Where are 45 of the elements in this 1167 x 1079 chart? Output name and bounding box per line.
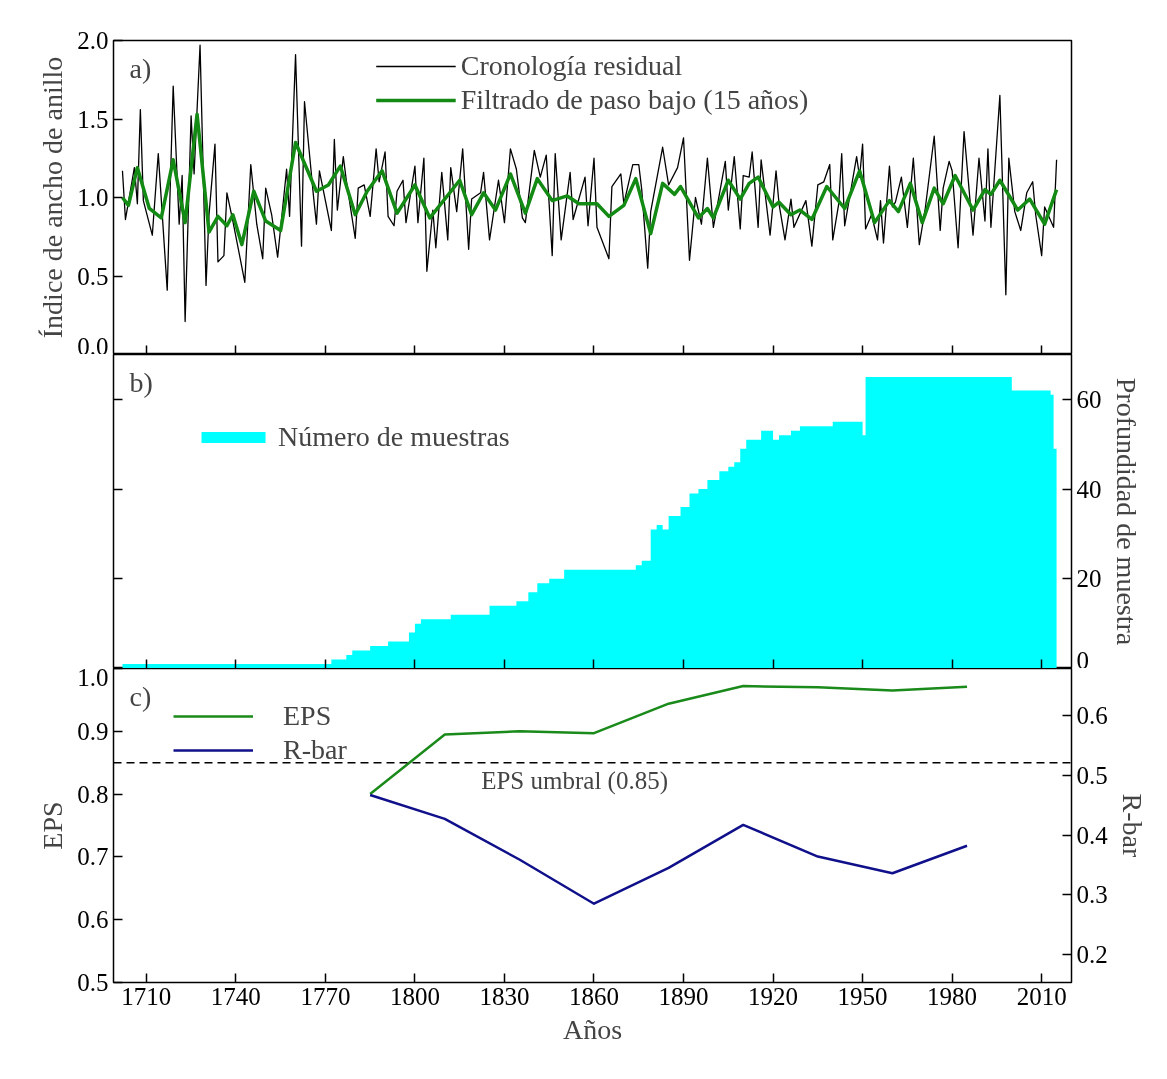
y-tick-label: 0.0 — [77, 332, 109, 360]
legend-label: Número de muestras — [278, 421, 510, 453]
x-tick-label: 1950 — [837, 982, 888, 1010]
legend-label: EPS — [283, 700, 332, 732]
y2-axis-title: R-bar — [1116, 793, 1148, 859]
y-tick-label: 0.6 — [77, 906, 109, 934]
x-tick-label: 1920 — [748, 982, 799, 1010]
y-tick-label: 0.9 — [77, 717, 109, 745]
y2-tick-label: 0.4 — [1076, 821, 1109, 849]
y2-tick-label: 0.2 — [1076, 940, 1108, 968]
x-tick-label: 1890 — [658, 982, 709, 1010]
y-axis-title: Índice de ancho de anillo — [37, 56, 69, 339]
y-tick-label: 1.5 — [77, 105, 109, 133]
y-tick-label: 1.0 — [77, 184, 109, 211]
annotation: c) — [129, 680, 152, 712]
x-tick-label: 1770 — [300, 982, 351, 1010]
legend-label: Filtrado de paso bajo (15 años) — [460, 84, 809, 116]
y-tick-label: 0.8 — [77, 780, 109, 808]
y-tick-label: 1.0 — [77, 663, 109, 691]
x-axis-title: Años — [562, 1013, 623, 1045]
annotation: a) — [129, 52, 152, 84]
x-tick-label: 1830 — [479, 982, 530, 1010]
legend-label: R-bar — [283, 734, 347, 766]
y2-tick-label: 0.5 — [1076, 761, 1108, 789]
y2-tick-label: 20 — [1076, 565, 1102, 593]
x-tick-label: 1860 — [568, 982, 619, 1010]
y-axis-title: EPS — [37, 801, 69, 850]
y2-tick-label: 0.6 — [1076, 702, 1108, 730]
x-tick-label: 1800 — [389, 982, 440, 1010]
y2-tick-label: 40 — [1076, 475, 1102, 503]
y2-tick-label: 0.3 — [1076, 881, 1108, 909]
y-tick-label: 0.5 — [77, 262, 109, 290]
y2-tick-label: 60 — [1076, 385, 1102, 413]
y-tick-label: 2.0 — [77, 27, 109, 54]
x-tick-label: 2010 — [1016, 982, 1067, 1010]
annotation: b) — [129, 366, 153, 398]
x-tick-label: 1980 — [927, 982, 978, 1010]
y-tick-label: 0.7 — [77, 843, 109, 871]
legend-label: Cronología residual — [460, 50, 683, 82]
x-tick-label: 1740 — [210, 982, 261, 1010]
y-tick-label: 0.5 — [77, 969, 109, 996]
ref-line-label: EPS umbral (0.85) — [481, 766, 668, 795]
x-tick-label: 1710 — [121, 982, 172, 1010]
y2-axis-title: Profundidad de muestra — [1110, 377, 1142, 646]
y2-tick-label: 0 — [1076, 646, 1089, 674]
